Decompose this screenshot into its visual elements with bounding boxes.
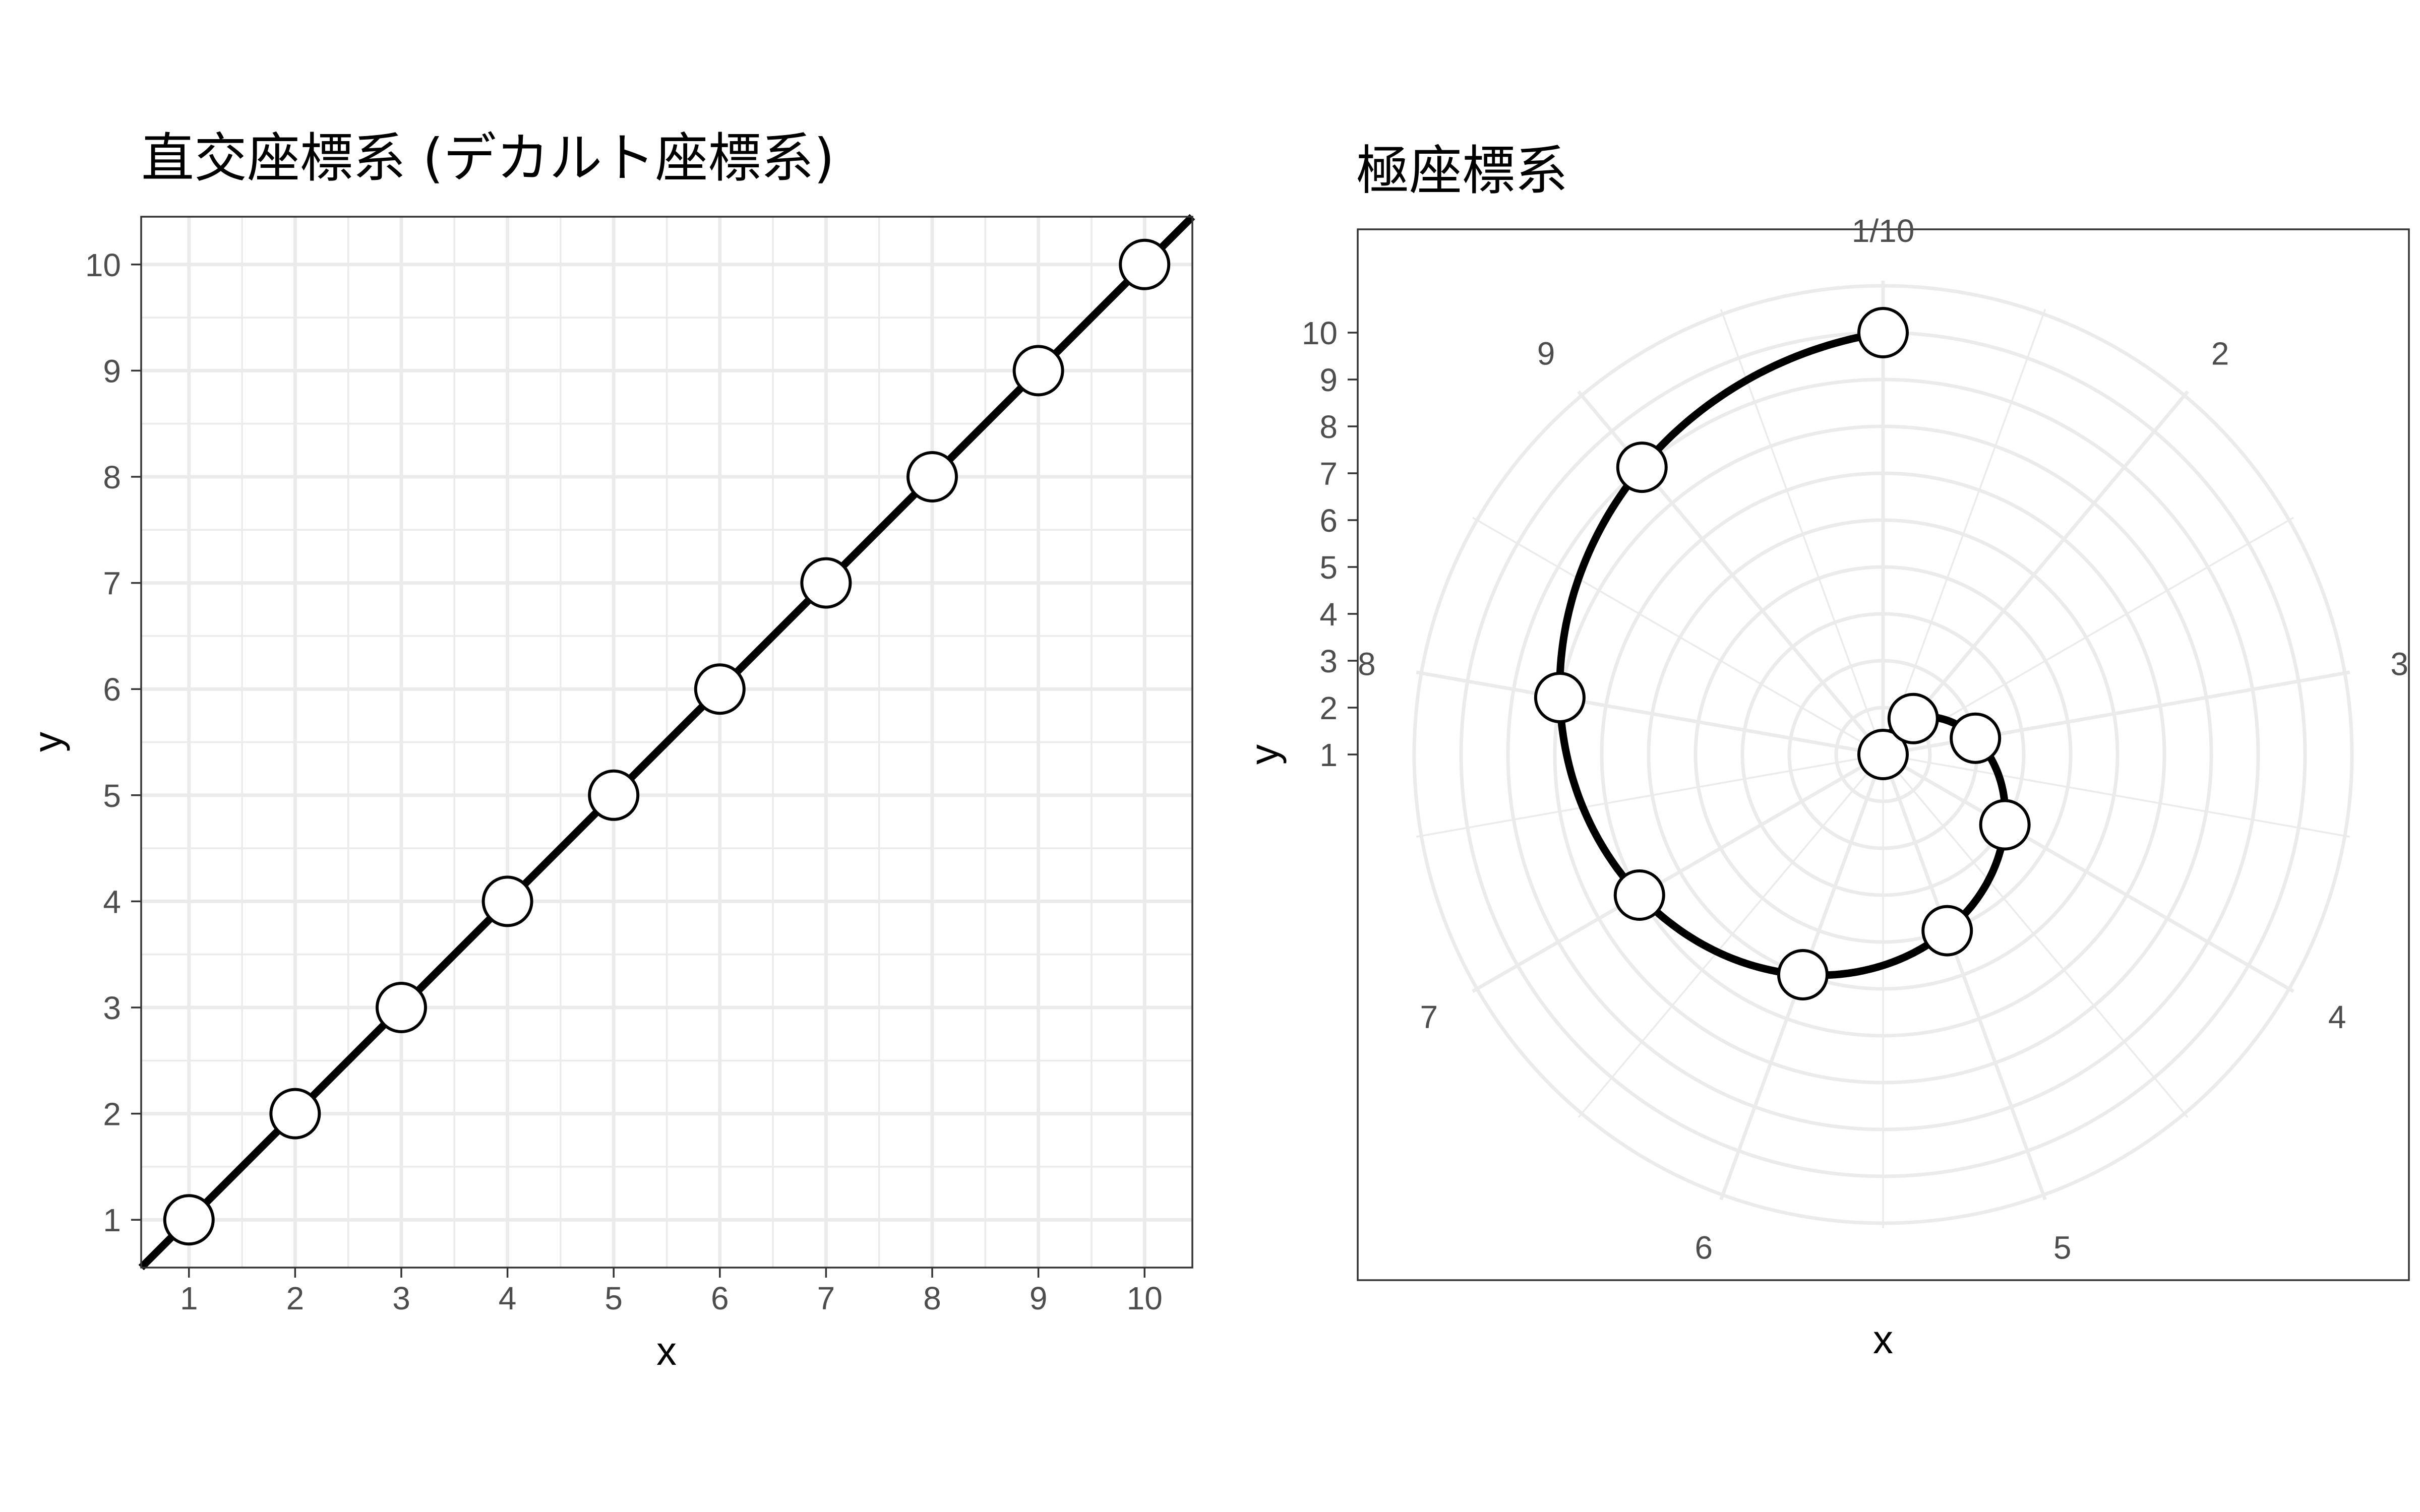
y-axis-tick-label: 5 (103, 778, 121, 814)
y-axis-tick-label: 1 (103, 1202, 121, 1238)
polar-radius-tick-label: 3 (1319, 643, 1338, 679)
polar-angle-minor-gridline (1720, 309, 1884, 755)
polar-data-point (1616, 442, 1668, 493)
x-axis-tick-label: 3 (392, 1280, 410, 1316)
polar-angle-tick-label: 8 (1358, 646, 1376, 682)
polar-spiral-line (1556, 329, 2009, 979)
polar-angle-minor-gridline (1472, 517, 1884, 755)
cartesian-data-point (588, 769, 640, 821)
polar-angle-minor-gridline (1882, 753, 2189, 1118)
polar-y-axis-title: y (1242, 744, 1287, 765)
polar-radius-tick-label: 10 (1302, 315, 1338, 351)
polar-x-axis-title: x (1873, 1317, 1893, 1362)
polar-title: 極座標系 (1356, 140, 1568, 202)
polar-angle-tick-label: 3 (2390, 646, 2408, 682)
polar-data-point (1979, 799, 2031, 851)
polar-angle-tick-label: 6 (1695, 1229, 1713, 1266)
polar-data-point (1921, 905, 1973, 957)
cartesian-data-point (800, 557, 852, 609)
cartesian-data-point (1119, 238, 1171, 290)
y-axis-tick-label: 8 (103, 459, 121, 495)
cartesian-y-axis-title: y (25, 732, 70, 752)
polar-angle-minor-gridline (1883, 517, 2294, 755)
polar-angle-minor-gridline (1882, 309, 2046, 755)
cartesian-data-point (375, 982, 427, 1034)
polar-series (1534, 307, 2031, 1000)
polar-angle-gridline (1882, 390, 2189, 756)
x-axis-tick-label: 8 (923, 1280, 941, 1316)
y-axis-tick-label: 10 (85, 247, 121, 283)
polar-data-point (1857, 729, 1909, 780)
cartesian-chart: 直交座標系 (デカルト座標系) 1 2 3 4 5 6 7 8 9 10 1 2 3 4 5 6 7 8 9 10 x… (25, 128, 1195, 1373)
polar-radius-tick-label: 9 (1319, 362, 1338, 398)
cartesian-fit-line (138, 214, 1195, 1271)
x-axis-tick-label: 5 (604, 1280, 623, 1316)
polar-angle-minor-gridline (1416, 753, 1884, 838)
polar-data-point (1887, 692, 1939, 744)
polar-angle-tick-label: 5 (2053, 1229, 2072, 1266)
polar-radius-tick-label: 1 (1319, 737, 1338, 773)
cartesian-data-point (906, 451, 958, 502)
polar-angle-gridline (1882, 752, 2294, 993)
polar-radius-tick-label: 2 (1319, 690, 1338, 726)
polar-radius-tick-label: 5 (1319, 549, 1338, 586)
polar-angle-tick-label: 2 (2211, 335, 2229, 371)
x-axis-tick-label: 2 (286, 1280, 305, 1316)
cartesian-data-point (163, 1194, 215, 1246)
y-axis-tick-label: 2 (103, 1096, 121, 1132)
x-axis-tick-label: 6 (711, 1280, 729, 1316)
cartesian-series (138, 214, 1195, 1271)
polar-angle-gridline (1472, 752, 1884, 993)
polar-angle-gridline (1416, 670, 1884, 757)
cartesian-axes: 1 2 3 4 5 6 7 8 9 10 1 2 3 4 5 6 7 8 9 10 (85, 247, 1163, 1316)
polar-radius-tick-label: 4 (1319, 596, 1338, 633)
cartesian-panel-border (140, 216, 1193, 1269)
x-axis-tick-label: 1 (180, 1280, 198, 1316)
polar-radius-tick-label: 6 (1319, 502, 1338, 539)
polar-data-point (1613, 869, 1665, 921)
y-axis-tick-label: 7 (103, 565, 121, 602)
cartesian-data-point (694, 663, 746, 715)
polar-axes: 1/10 2 3 4 5 6 7 8 9 1 2 3 4 5 6 7 8 9 10 (1302, 213, 2408, 1266)
polar-data-point (1534, 671, 1586, 723)
x-axis-tick-label: 4 (499, 1280, 517, 1316)
cartesian-data-point (269, 1088, 321, 1140)
polar-chart: 極座標系 1/10 2 3 4 5 6 7 8 9 1 2 3 4 5 6 7 8 9 10 x y (1242, 140, 2410, 1362)
cartesian-grid (141, 217, 1192, 1268)
polar-angle-minor-gridline (1578, 753, 1884, 1118)
y-axis-tick-label: 3 (103, 990, 121, 1026)
cartesian-x-axis-title: x (656, 1329, 677, 1373)
y-axis-tick-label: 9 (103, 353, 121, 389)
polar-angle-tick-label: 9 (1537, 335, 1555, 371)
x-axis-tick-label: 10 (1127, 1280, 1163, 1316)
y-axis-tick-label: 6 (103, 671, 121, 708)
polar-radius-tick-label: 7 (1319, 456, 1338, 492)
polar-radius-tick-label: 8 (1319, 409, 1338, 445)
polar-angle-minor-gridline (1883, 753, 2350, 838)
y-axis-tick-label: 4 (103, 884, 121, 920)
polar-angle-tick-label: 7 (1420, 999, 1438, 1035)
polar-data-point (1950, 712, 2002, 764)
polar-angle-tick-label: 4 (2328, 999, 2346, 1035)
x-axis-tick-label: 9 (1030, 1280, 1048, 1316)
cartesian-data-point (1012, 345, 1064, 397)
x-axis-tick-label: 7 (817, 1280, 835, 1316)
cartesian-title: 直交座標系 (デカルト座標系) (141, 128, 834, 189)
polar-data-point (1777, 949, 1829, 1000)
polar-angle-tick-label: 1/10 (1852, 213, 1915, 249)
polar-angle-gridline (1881, 753, 2047, 1201)
polar-data-point (1857, 307, 1909, 358)
cartesian-data-point (481, 875, 533, 927)
